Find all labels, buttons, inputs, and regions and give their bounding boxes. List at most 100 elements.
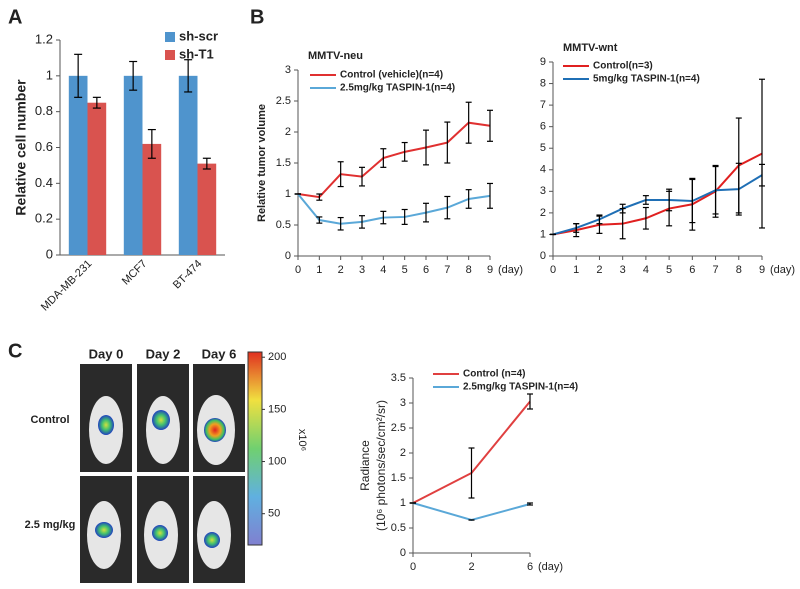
y-tick-label: 7 [540,99,546,111]
x-tick-label: 4 [380,264,386,276]
y-tick-label: 0.5 [276,219,291,231]
y-tick-label: 0 [46,246,53,261]
y-tick-label: 2 [285,126,291,138]
legend-label: Control (n=4) [463,369,526,380]
legend-label: 2.5mg/kg TASPIN-1(n=4) [340,83,455,94]
x-tick-label: 3 [620,264,626,276]
series-line [297,193,491,225]
y-tick-label: 0.8 [35,103,53,118]
y-tick-label: 4 [540,164,546,176]
y-tick-label: 3.5 [391,372,406,384]
x-tick-label: 9 [487,264,493,276]
x-tick-label: 6 [527,561,533,573]
y-tick-label: 0.5 [391,522,406,534]
bar [178,75,198,255]
x-tick-label: 5 [666,264,672,276]
x-tick-label: 8 [736,264,742,276]
row-label: 2.5 mg/kg [25,519,76,531]
bar [142,143,162,255]
x-axis-label: (day) [770,264,795,276]
legend-swatch [165,32,175,42]
x-tick-label: 9 [759,264,765,276]
y-tick-label: 0 [540,250,546,262]
y-tick-label: 1 [46,67,53,82]
series-line [297,121,491,199]
x-tick-label: 2 [338,264,344,276]
x-tick-label: 2 [468,561,474,573]
x-tick-label: 8 [466,264,472,276]
colorbar [247,351,263,546]
x-tick-label: 4 [643,264,649,276]
chart-title: MMTV-wnt [563,42,618,54]
x-tick-label: 0 [550,264,556,276]
bar [123,75,143,255]
y-tick-label: 0.6 [35,139,53,154]
y-axis-label: Radiance [358,440,372,491]
column-label: Day 2 [146,346,181,361]
x-tick-label: 3 [359,264,365,276]
y-tick-label: 1 [400,497,406,509]
x-tick-label: MDA-MB-231 [39,258,95,314]
x-tick-label: 1 [316,264,322,276]
bar [197,163,217,255]
colorbar-tick-label: 200 [268,351,286,363]
legend-label: sh-T1 [179,46,214,61]
y-tick-label: 0 [400,547,406,559]
column-label: Day 0 [89,346,124,361]
legend-label: sh-scr [179,28,218,43]
panel-letter: C [8,340,22,362]
legend-label: Control (vehicle)(n=4) [340,70,443,81]
x-tick-label: 0 [295,264,301,276]
x-axis-label: (day) [498,264,523,276]
series-line [552,174,763,236]
mouse-images [80,364,245,583]
legend-label: 2.5mg/kg TASPIN-1(n=4) [463,382,578,393]
y-tick-label: 0.2 [35,211,53,226]
y-axis-label: Relative cell number [13,79,29,216]
bar [68,75,88,255]
x-tick-label: 1 [573,264,579,276]
y-tick-label: 0 [285,250,291,262]
y-tick-label: 3 [540,185,546,197]
y-tick-label: 1 [540,228,546,240]
x-tick-label: 5 [402,264,408,276]
series-line [412,502,531,522]
y-tick-label: 3 [400,397,406,409]
panel-letter: B [250,6,264,28]
legend-swatch [165,50,175,60]
y-tick-label: 2.5 [276,95,291,107]
colorbar-tick-label: 150 [268,403,286,415]
series-line [552,152,763,236]
chart-title: MMTV-neu [308,50,363,62]
y-tick-label: 1 [285,188,291,200]
y-tick-label: 0.4 [35,175,53,190]
y-axis-label: Relative tumor volume [256,104,268,222]
bar [87,102,107,255]
panel-letter: A [8,6,22,28]
x-tick-label: 7 [712,264,718,276]
legend-label: 5mg/kg TASPIN-1(n=4) [593,74,700,85]
y-tick-label: 8 [540,77,546,89]
x-tick-label: MCF7 [120,258,150,288]
y-tick-label: 1.2 [35,31,53,46]
column-label: Day 6 [202,346,237,361]
y-tick-label: 1.5 [391,472,406,484]
y-axis-label: (10⁶ photons/sec/cm²/sr) [374,400,388,531]
y-tick-label: 2 [540,207,546,219]
y-tick-label: 9 [540,56,546,68]
colorbar-tick-label: 50 [268,508,280,520]
row-label: Control [30,414,69,426]
y-tick-label: 2 [400,447,406,459]
x-tick-label: 7 [444,264,450,276]
x-axis-label: (day) [538,561,563,573]
x-tick-label: 0 [410,561,416,573]
x-tick-label: BT-474 [171,258,205,292]
y-tick-label: 1.5 [276,157,291,169]
y-tick-label: 2.5 [391,422,406,434]
legend-label: Control(n=3) [593,61,653,72]
x-tick-label: 6 [689,264,695,276]
y-tick-label: 6 [540,121,546,133]
colorbar-label: x10⁶ [296,429,308,451]
colorbar-tick-label: 100 [268,455,286,467]
